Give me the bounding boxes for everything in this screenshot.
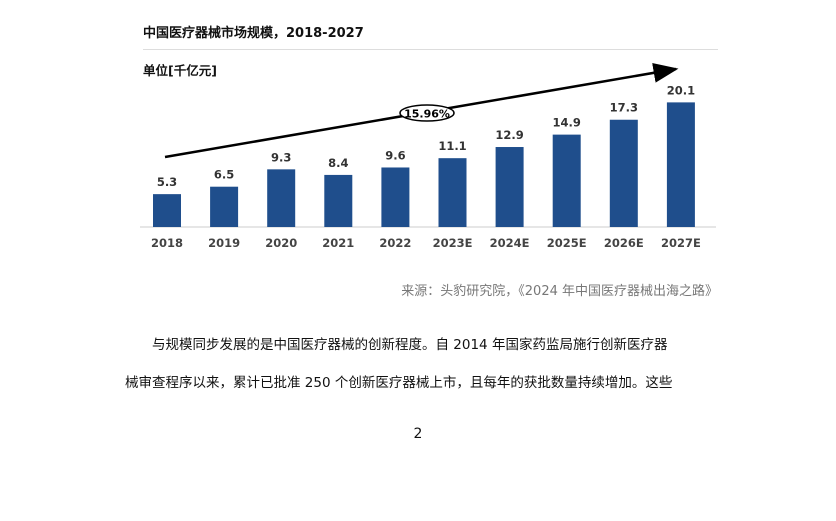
title-divider bbox=[143, 49, 718, 50]
x-tick-label: 2018 bbox=[151, 236, 183, 250]
data-label: 8.4 bbox=[328, 156, 348, 170]
bar-2021 bbox=[324, 174, 353, 227]
x-tick-label: 2027E bbox=[661, 236, 701, 250]
x-tick-label: 2021 bbox=[322, 236, 354, 250]
x-tick-label: 2022 bbox=[379, 236, 411, 250]
bar-2027E bbox=[666, 102, 695, 227]
data-label: 17.3 bbox=[610, 101, 638, 115]
x-tick-label: 2025E bbox=[547, 236, 587, 250]
bar-2025E bbox=[552, 134, 581, 227]
data-label: 9.3 bbox=[271, 150, 291, 164]
x-tick-label: 2024E bbox=[490, 236, 530, 250]
data-label: 14.9 bbox=[553, 116, 581, 130]
x-tick-label: 2019 bbox=[208, 236, 240, 250]
x-tick-label: 2026E bbox=[604, 236, 644, 250]
x-tick-label: 2020 bbox=[265, 236, 297, 250]
bar-2023E bbox=[438, 158, 467, 227]
cagr-label: 15.96% bbox=[404, 108, 450, 121]
bar-2018 bbox=[153, 194, 181, 227]
bar-2022 bbox=[381, 167, 410, 227]
source-note: 来源：头豹研究院，《2024 年中国医疗器械出海之路》 bbox=[401, 284, 718, 299]
unit-label: 单位[千亿元] bbox=[143, 63, 217, 78]
bar-2020 bbox=[267, 169, 296, 227]
bar-2024E bbox=[495, 147, 524, 227]
data-label: 20.1 bbox=[667, 83, 695, 97]
data-label: 9.6 bbox=[385, 148, 405, 162]
cagr-ellipse bbox=[399, 104, 455, 122]
x-tick-label: 2023E bbox=[433, 236, 473, 250]
bar-2019 bbox=[210, 186, 239, 227]
data-label: 11.1 bbox=[438, 139, 466, 153]
data-label: 6.5 bbox=[214, 168, 234, 182]
body-line-1: 与规模同步发展的是中国医疗器械的创新程度。自 2014 年国家药监局施行创新医疗… bbox=[152, 337, 668, 353]
page-number: 2 bbox=[413, 426, 423, 442]
bar-2026E bbox=[609, 119, 638, 227]
body-line-2: 械审查程序以来，累计已批准 250 个创新医疗器械上市，且每年的获批数量持续增加… bbox=[125, 375, 673, 391]
data-label: 5.3 bbox=[157, 175, 177, 189]
data-label: 12.9 bbox=[495, 128, 523, 142]
chart-title: 中国医疗器械市场规模，2018-2027 bbox=[143, 26, 364, 41]
